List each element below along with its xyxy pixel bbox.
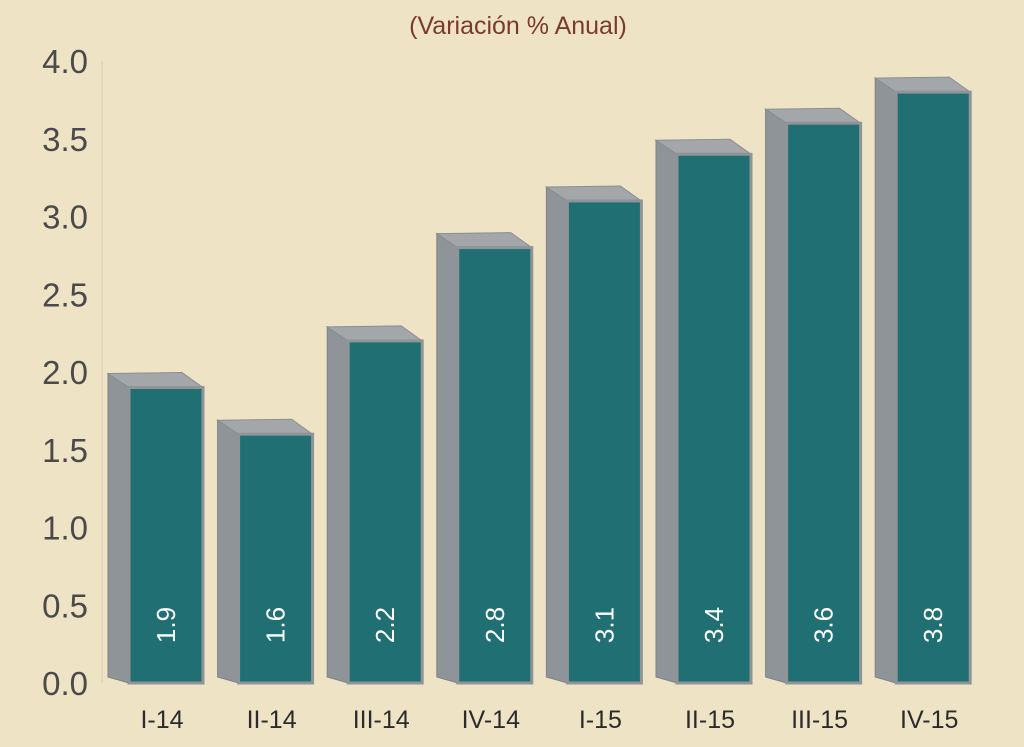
bar-II-14: 1.6 bbox=[215, 418, 315, 685]
bar-II-15: 3.4 bbox=[654, 138, 753, 685]
y-tick-label: 1.0 bbox=[42, 510, 88, 547]
y-tick-label: 0.0 bbox=[42, 665, 88, 702]
bar-front bbox=[346, 339, 424, 685]
x-axis: I-14 II-14 III-14 IV-14 I-15 II-15 III-15 IV-15 bbox=[140, 706, 958, 734]
x-tick-label: II-15 bbox=[685, 706, 735, 734]
bars: 1.9 1.6 2.2 2.8 3.1 3.4 3.6 3.8 bbox=[106, 76, 972, 685]
x-tick-label: III-15 bbox=[791, 706, 848, 734]
data-label: 2.8 bbox=[480, 607, 510, 643]
x-tick-label: II-14 bbox=[247, 706, 297, 734]
y-axis: 0.0 0.5 1.0 1.5 2.0 2.5 3.0 3.5 4.0 bbox=[42, 43, 88, 702]
bar-side bbox=[545, 186, 568, 684]
y-tick-label: 3.5 bbox=[42, 121, 88, 158]
bar-side bbox=[107, 372, 130, 684]
bar-front bbox=[127, 386, 205, 685]
bar-side bbox=[874, 77, 897, 684]
bar-front bbox=[785, 121, 863, 685]
data-label: 3.1 bbox=[589, 607, 619, 643]
data-label: 3.6 bbox=[809, 607, 839, 643]
data-label: 1.6 bbox=[261, 607, 291, 643]
data-label: 3.4 bbox=[699, 607, 729, 643]
x-tick-label: I-14 bbox=[140, 706, 183, 734]
bar-front bbox=[456, 246, 534, 685]
y-tick-label: 3.0 bbox=[42, 199, 88, 236]
data-label: 3.8 bbox=[918, 607, 948, 643]
y-tick-label: 1.5 bbox=[42, 432, 88, 469]
bar-side bbox=[655, 139, 678, 684]
bar-I-14: 1.9 bbox=[106, 372, 205, 685]
y-tick-label: 2.5 bbox=[42, 276, 88, 313]
bar-front bbox=[675, 152, 753, 685]
bar-I-15: 3.1 bbox=[544, 185, 643, 685]
x-tick-label: IV-15 bbox=[900, 706, 958, 734]
x-tick-label: III-14 bbox=[353, 706, 410, 734]
bar-III-14: 2.2 bbox=[325, 325, 424, 685]
y-tick-label: 0.5 bbox=[42, 587, 88, 624]
bar-side bbox=[217, 419, 240, 684]
bar-front bbox=[565, 199, 643, 685]
x-tick-label: IV-14 bbox=[462, 706, 520, 734]
bar-side bbox=[436, 232, 459, 684]
data-label: 1.9 bbox=[151, 607, 181, 643]
bar-side bbox=[326, 325, 349, 684]
bar-front bbox=[237, 432, 315, 685]
bar-III-15: 3.6 bbox=[763, 107, 863, 685]
bar-front bbox=[894, 90, 972, 685]
y-tick-label: 4.0 bbox=[42, 43, 88, 80]
chart-subtitle: (Variación % Anual) bbox=[409, 12, 627, 40]
bar-IV-15: 3.8 bbox=[873, 76, 972, 685]
y-tick-label: 2.0 bbox=[42, 354, 88, 391]
x-tick-label: I-15 bbox=[579, 706, 622, 734]
bar-side bbox=[765, 108, 788, 684]
data-label: 2.2 bbox=[370, 607, 400, 643]
bar-IV-14: 2.8 bbox=[435, 232, 534, 685]
